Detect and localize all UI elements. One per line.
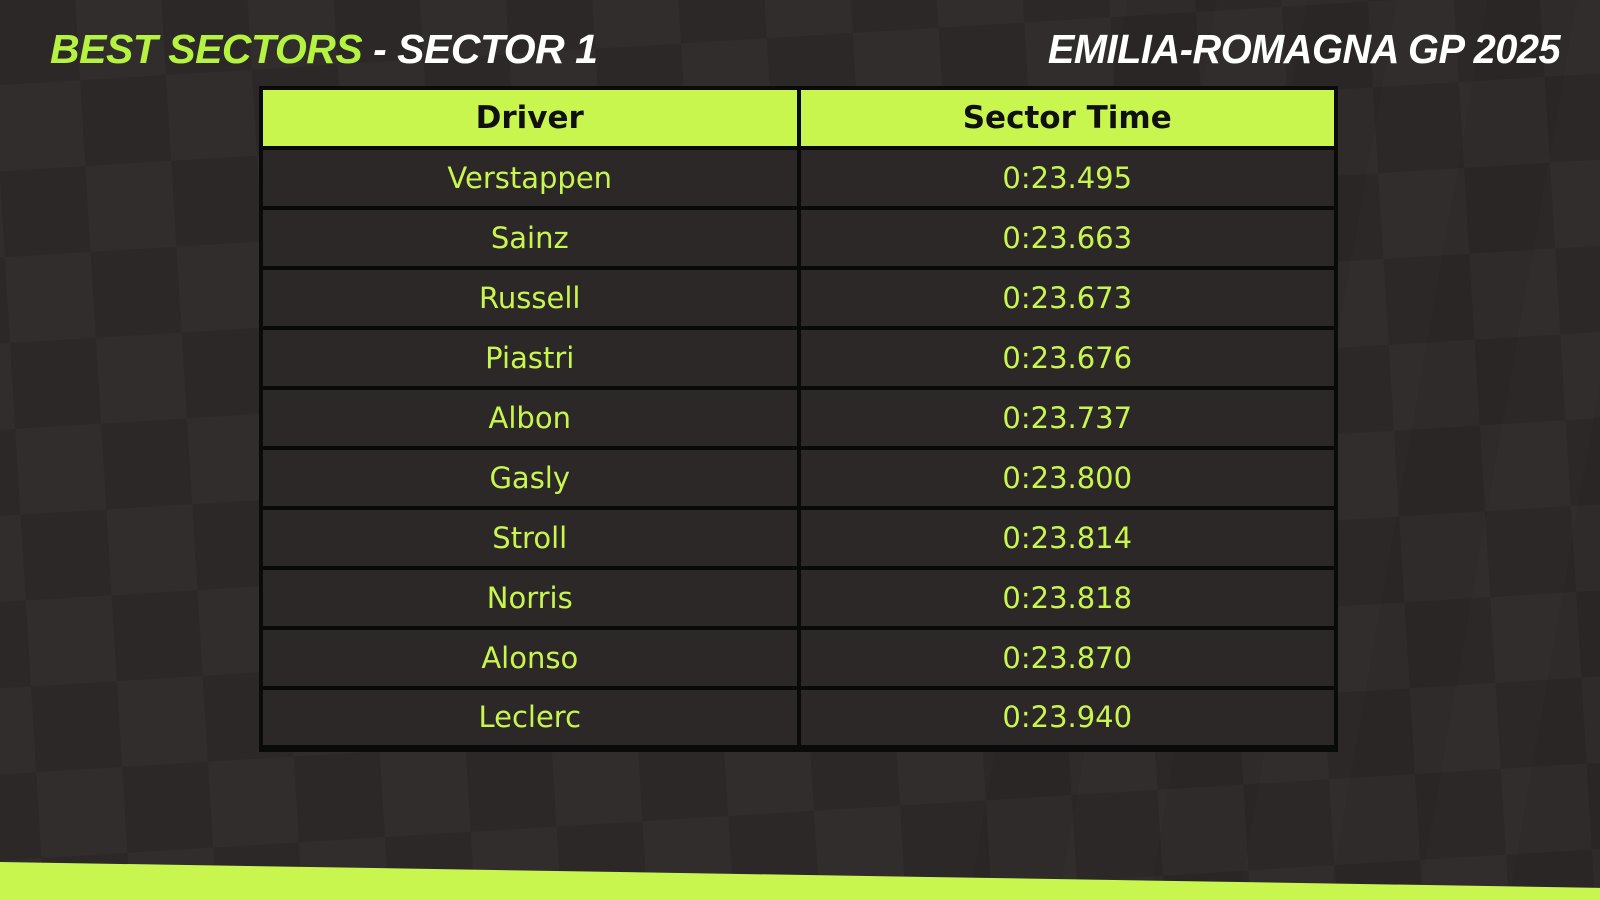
driver-name-cell: Albon [259, 386, 801, 450]
driver-name-cell: Leclerc [259, 686, 801, 752]
column-header-driver: Driver [259, 86, 801, 150]
table-row: Leclerc 0:23.940 [259, 686, 1338, 752]
table-row: Sainz 0:23.663 [259, 206, 1338, 270]
driver-name-cell: Piastri [259, 326, 801, 390]
sector-times-table: Driver Sector Time Verstappen 0:23.495 S… [259, 86, 1338, 752]
sector-time-cell: 0:23.663 [796, 206, 1338, 270]
column-header-sector-time: Sector Time [796, 86, 1338, 150]
event-title: EMILIA-ROMAGNA GP 2025 [1047, 26, 1561, 72]
driver-name-cell: Alonso [259, 626, 801, 690]
driver-name-cell: Russell [259, 266, 801, 330]
page-header: BEST SECTORS - SECTOR 1 EMILIA-ROMAGNA G… [50, 26, 1560, 73]
sector-time-cell: 0:23.676 [796, 326, 1338, 390]
driver-name-cell: Stroll [259, 506, 801, 570]
sector-time-cell: 0:23.814 [796, 506, 1338, 570]
driver-name-cell: Gasly [259, 446, 801, 510]
table-row: Verstappen 0:23.495 [259, 146, 1338, 210]
table-row: Norris 0:23.818 [259, 566, 1338, 630]
sector-time-cell: 0:23.673 [796, 266, 1338, 330]
driver-name-cell: Sainz [259, 206, 801, 270]
sector-time-cell: 0:23.870 [796, 626, 1338, 690]
driver-name-cell: Norris [259, 566, 801, 630]
sector-time-cell: 0:23.495 [796, 146, 1338, 210]
driver-name-cell: Verstappen [259, 146, 801, 210]
sector-time-cell: 0:23.737 [796, 386, 1338, 450]
table-header-row: Driver Sector Time [259, 86, 1338, 150]
table-row: Piastri 0:23.676 [259, 326, 1338, 390]
table-body: Verstappen 0:23.495 Sainz 0:23.663 Russe… [259, 146, 1338, 752]
table-row: Alonso 0:23.870 [259, 626, 1338, 690]
table-row: Stroll 0:23.814 [259, 506, 1338, 570]
sector-time-cell: 0:23.940 [796, 686, 1338, 752]
table-header: Driver Sector Time [259, 86, 1338, 150]
page-title: BEST SECTORS - SECTOR 1 [50, 26, 598, 73]
table-row: Gasly 0:23.800 [259, 446, 1338, 510]
table-row: Albon 0:23.737 [259, 386, 1338, 450]
page-title-rest: - SECTOR 1 [362, 26, 598, 72]
table-row: Russell 0:23.673 [259, 266, 1338, 330]
page-title-highlight: BEST SECTORS [50, 26, 363, 72]
sector-time-cell: 0:23.818 [796, 566, 1338, 630]
sector-time-cell: 0:23.800 [796, 446, 1338, 510]
